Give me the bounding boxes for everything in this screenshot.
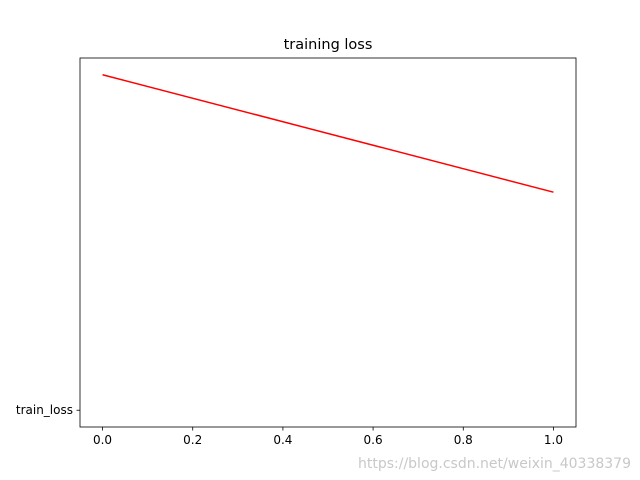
y-tick-label: train_loss <box>16 403 73 417</box>
x-tick-label: 0.0 <box>93 433 112 447</box>
plot-frame <box>79 57 577 428</box>
x-tick-label: 0.4 <box>273 433 292 447</box>
x-tick-label: 0.8 <box>454 433 473 447</box>
x-tick-label: 0.6 <box>364 433 383 447</box>
x-tick-label: 0.2 <box>183 433 202 447</box>
line-series <box>102 74 554 193</box>
x-tick-label: 1.0 <box>544 433 563 447</box>
chart-title: training loss <box>284 37 373 53</box>
watermark: https://blog.csdn.net/weixin_40338379 <box>358 456 631 472</box>
